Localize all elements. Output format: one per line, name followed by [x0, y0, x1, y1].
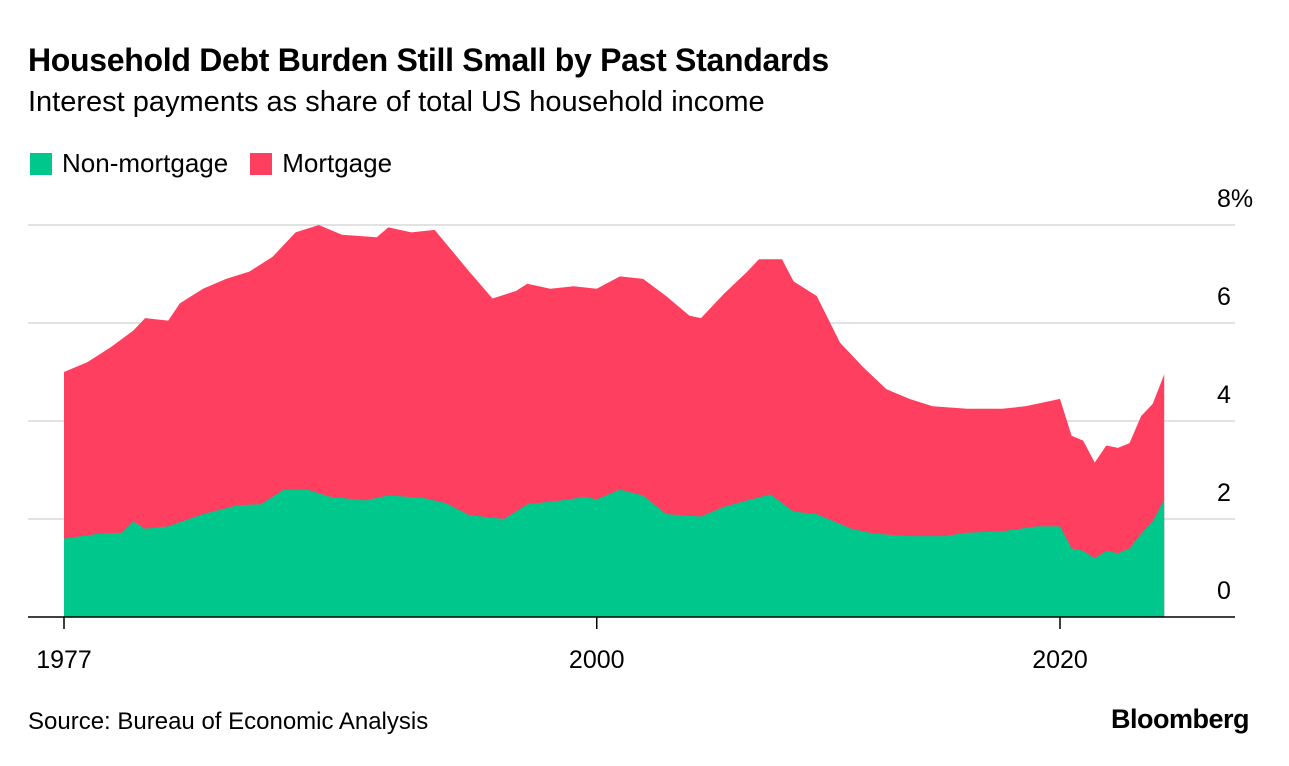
x-tick-label-2020: 2020	[1032, 646, 1088, 674]
chart-subtitle: Interest payments as share of total US h…	[28, 86, 765, 118]
y-tick-label-4: 4	[1217, 381, 1231, 409]
legend-item-mortgage: Mortgage	[250, 148, 392, 179]
x-tick-label-2000: 2000	[569, 646, 625, 674]
legend-swatch-mortgage	[250, 152, 273, 175]
y-tick-label-8: 8%	[1217, 185, 1253, 213]
legend: Non-mortgage Mortgage	[30, 148, 414, 179]
x-tick-label-1977: 1977	[36, 646, 92, 674]
chart-title: Household Debt Burden Still Small by Pas…	[28, 42, 829, 78]
y-tick-label-6: 6	[1217, 283, 1231, 311]
legend-item-non-mortgage: Non-mortgage	[30, 148, 228, 179]
legend-swatch-non-mortgage	[30, 152, 52, 175]
y-tick-label-2: 2	[1217, 479, 1231, 507]
legend-label-non-mortgage: Non-mortgage	[62, 148, 229, 178]
legend-label-mortgage: Mortgage	[282, 148, 393, 178]
area-non-mortgage	[64, 489, 1165, 617]
bloomberg-logo: Bloomberg	[1110, 704, 1250, 734]
y-tick-label-0: 0	[1217, 577, 1231, 605]
source-note: Source: Bureau of Economic Analysis	[28, 708, 429, 735]
